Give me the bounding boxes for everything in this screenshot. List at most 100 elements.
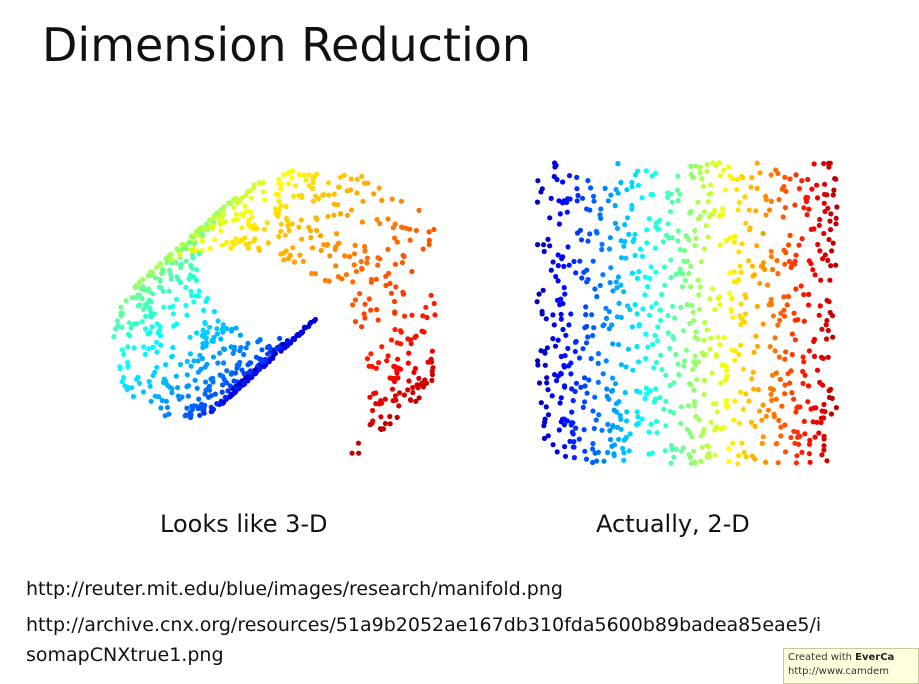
scatter-dot: [734, 176, 741, 183]
scatter-dot: [792, 202, 798, 208]
scatter-dot: [621, 437, 627, 443]
scatter-dot: [760, 434, 767, 440]
scatter-dot: [187, 351, 193, 357]
scatter-dot: [208, 393, 214, 399]
scatter-dot: [675, 228, 681, 234]
scatter-dot: [199, 231, 205, 237]
scatter-dot: [814, 195, 821, 201]
scatter-dot: [119, 324, 125, 330]
scatter-dot: [309, 245, 316, 251]
scatter-dot: [599, 427, 605, 433]
scatter-dot: [776, 417, 782, 423]
scatter-dot: [821, 443, 827, 449]
scatter-dot: [209, 338, 215, 344]
scatter-dot: [607, 437, 614, 443]
scatter-dot: [581, 427, 587, 433]
scatter-dot: [676, 270, 683, 276]
scatter-dot: [416, 207, 422, 213]
scatter-dot: [613, 279, 619, 285]
scatter-dot: [368, 351, 374, 357]
scatter-dot: [819, 326, 825, 332]
scatter-dot: [562, 444, 568, 450]
scatter-dot: [812, 272, 818, 278]
scatter-dot: [541, 349, 548, 355]
scatter-dot: [754, 160, 760, 166]
scatter-dot: [550, 312, 556, 318]
scatter-dot: [770, 313, 777, 319]
scatter-dot: [571, 439, 577, 445]
scatter-dot: [612, 220, 619, 226]
scatter-dot: [706, 444, 712, 450]
scatter-dot: [801, 418, 807, 424]
scatter-dot: [646, 216, 652, 222]
scatter-dot: [387, 413, 393, 420]
scatter-dot: [765, 407, 772, 413]
scatter-dot: [723, 367, 730, 373]
scatter-dot: [779, 403, 785, 409]
scatter-dot: [428, 356, 434, 362]
scatter-dot: [708, 419, 714, 425]
scatter-dot: [220, 346, 227, 352]
scatter-dot: [829, 395, 835, 401]
scatter-dot: [583, 340, 590, 346]
scatter-dot: [246, 240, 253, 246]
scatter-dot: [621, 243, 627, 249]
scatter-dot: [392, 393, 398, 399]
scatter-dot: [317, 233, 324, 239]
scatter-dot: [675, 361, 681, 367]
scatter-dot: [749, 174, 755, 181]
scatter-dot: [406, 378, 412, 384]
scatter-dot: [354, 176, 360, 182]
scatter-dot: [297, 252, 303, 258]
scatter-dot: [624, 409, 630, 415]
scatter-dot: [263, 356, 269, 363]
scatter-dot: [309, 270, 315, 277]
scatter-dot: [242, 203, 248, 209]
scatter-dot: [636, 269, 642, 275]
scatter-dot: [818, 419, 824, 426]
scatter-dot: [653, 359, 660, 366]
scatter-dot: [348, 176, 354, 182]
scatter-dot: [118, 304, 124, 310]
scatter-dot: [590, 333, 596, 339]
scatter-dot: [689, 434, 695, 440]
scatter-dot: [177, 253, 183, 259]
scatter-dot: [729, 309, 735, 315]
scatter-dot: [825, 327, 831, 334]
scatter-dot: [826, 164, 832, 170]
scatter-dot: [326, 192, 332, 198]
scatter-dot: [311, 318, 317, 324]
scatter-dot: [149, 324, 155, 330]
scatter-dot: [746, 398, 752, 404]
scatter-dot: [695, 199, 701, 205]
scatter-dot: [424, 314, 430, 321]
scatter-dot: [214, 331, 220, 337]
scatter-dot: [125, 359, 131, 366]
scatter-dot: [541, 435, 548, 441]
scatter-dot: [828, 263, 834, 269]
scatter-dot: [556, 198, 562, 204]
scatter-dot: [278, 203, 284, 209]
scatter-dot: [755, 387, 762, 393]
scatter-dot: [376, 185, 382, 191]
scatter-dot: [643, 385, 649, 391]
scatter-dot: [543, 404, 549, 410]
scatter-dot: [192, 248, 198, 254]
scatter-dot: [687, 320, 693, 326]
scatter-dot: [198, 404, 204, 410]
scatter-dot: [742, 292, 748, 298]
scatter-dot: [692, 243, 698, 249]
scatter-dot: [667, 382, 673, 389]
scatter-dot: [787, 176, 793, 182]
scatter-dot: [816, 312, 822, 318]
scatter-dot: [270, 353, 276, 359]
scatter-dot: [535, 358, 541, 364]
scatter-dot: [636, 322, 643, 328]
scatter-dot: [817, 303, 823, 309]
scatter-dot: [126, 320, 132, 326]
scatter-dot: [142, 326, 149, 332]
scatter-dot: [237, 237, 243, 243]
scatter-dot: [534, 299, 540, 305]
scatter-dot: [767, 207, 773, 213]
scatter-dot: [787, 380, 793, 386]
